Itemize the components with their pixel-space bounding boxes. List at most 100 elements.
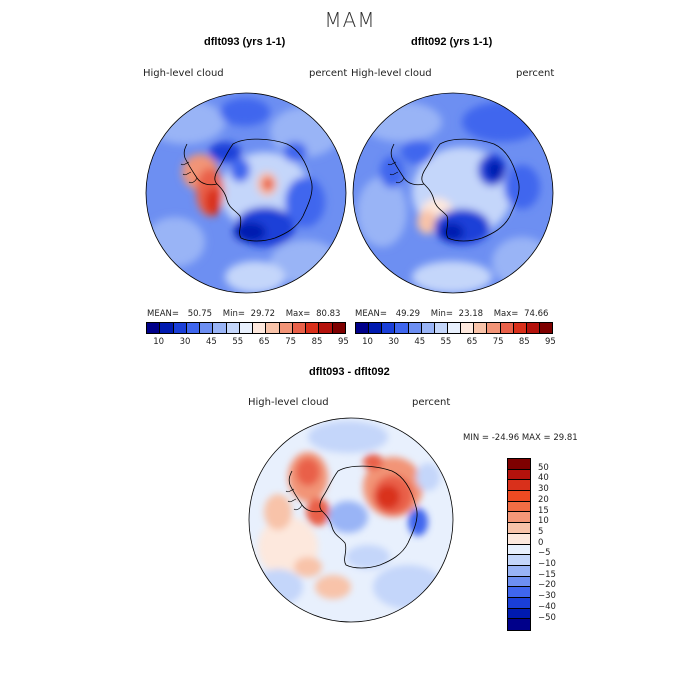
colorbar-swatch (306, 323, 320, 333)
colorbar-swatch (279, 323, 293, 333)
colorbar-swatch (461, 323, 475, 333)
colorbar-tick-label: 30 (538, 484, 549, 495)
panel2-title: dflt092 (yrs 1-1) (411, 36, 493, 48)
colorbar-tick-label: −15 (538, 569, 556, 580)
colorbar-swatch (332, 323, 345, 333)
diff-title: dflt093 - dflt092 (309, 366, 390, 378)
panel2-units-label: percent (516, 68, 555, 79)
diff-polar-map (248, 417, 454, 623)
colorbar-swatch (186, 323, 201, 333)
colorbar-swatch (500, 323, 514, 333)
colorbar-swatch (508, 523, 530, 534)
colorbar-swatch (508, 533, 530, 545)
panel2-min-value: 23.18 (458, 309, 484, 319)
colorbar-tick-label: 55 (440, 337, 452, 347)
colorbar-swatch (474, 323, 488, 333)
colorbar-swatch (508, 619, 530, 630)
colorbar-tick-label: 10 (153, 337, 165, 347)
panel2-mean-value: 49.29 (395, 309, 421, 319)
diff-minmax: MIN = -24.96 MAX = 29.81 (463, 433, 578, 443)
panel1-field-label: High-level cloud (143, 68, 224, 79)
colorbar-swatch (239, 323, 254, 333)
colorbar-tick-label: 85 (518, 337, 530, 347)
diff-colorbar-ticks: 50 40 30 20 15 10 5 0 −5 −10 −15 −20 −30 −40 −50 (538, 458, 578, 630)
colorbar-tick-label: 45 (206, 337, 217, 347)
colorbar-swatch (508, 597, 530, 609)
colorbar-tick-label: 65 (466, 337, 478, 347)
panel2-max-value: 74.66 (524, 309, 549, 319)
colorbar-swatch (369, 323, 383, 333)
colorbar-swatch (160, 323, 174, 333)
colorbar-swatch (253, 323, 267, 333)
panel2-min-label: Min= (430, 309, 453, 319)
colorbar-swatch (508, 480, 530, 492)
panel2-mean-label: MEAN= (355, 309, 387, 319)
colorbar-tick-label: −40 (538, 601, 556, 612)
colorbar-tick-label: 40 (538, 473, 549, 484)
colorbar-swatch (508, 587, 530, 598)
colorbar-tick-label: 50 (538, 462, 549, 473)
colorbar-swatch (508, 491, 530, 502)
colorbar-swatch (213, 323, 227, 333)
colorbar-tick-label: 10 (538, 516, 549, 527)
colorbar-tick-label: 95 (338, 337, 349, 347)
colorbar-swatch (508, 501, 530, 513)
panel1-polar-map (145, 92, 347, 294)
colorbar-swatch (508, 608, 530, 620)
panel1-mean-value: 50.75 (187, 309, 213, 319)
colorbar-swatch (421, 323, 435, 333)
colorbar-swatch (539, 323, 553, 333)
panel2-stats: MEAN= 49.29 Min= 23.18 Max= 74.66 (355, 309, 548, 319)
colorbar-tick-label: 65 (258, 337, 270, 347)
colorbar-swatch (508, 576, 530, 588)
panel1-units-label: percent (309, 68, 348, 79)
colorbar-swatch (395, 323, 409, 333)
colorbar-tick-label: 30 (388, 337, 400, 347)
colorbar-tick-label: −50 (538, 612, 556, 623)
colorbar-tick-label: 20 (538, 494, 549, 505)
colorbar-swatch (447, 323, 462, 333)
panel1-mean-label: MEAN= (147, 309, 179, 319)
figure-title: MAM (324, 8, 376, 32)
colorbar-swatch (408, 323, 422, 333)
colorbar-tick-label: −10 (538, 559, 556, 569)
panel2-max-label: Max= (493, 309, 519, 319)
colorbar-tick-label: 55 (232, 337, 244, 347)
colorbar-tick-label: 10 (362, 337, 373, 347)
colorbar-tick-label: 75 (285, 337, 297, 347)
colorbar-tick-label: 85 (311, 337, 323, 347)
colorbar-swatch (173, 323, 187, 333)
colorbar-swatch (513, 323, 527, 333)
diff-units-label: percent (412, 397, 451, 408)
diff-field-label: High-level cloud (248, 397, 329, 408)
colorbar-tick-label: 95 (545, 337, 556, 347)
colorbar-swatch (508, 565, 530, 577)
panel1-max-value: 80.83 (316, 309, 341, 319)
diff-colorbar (507, 458, 531, 631)
colorbar-swatch (508, 459, 530, 470)
colorbar-tick-label: 45 (414, 337, 426, 347)
colorbar-swatch (226, 323, 240, 333)
colorbar-tick-label: 75 (492, 337, 504, 347)
panel2-field-label: High-level cloud (351, 68, 432, 79)
colorbar-tick-label: 0 (538, 537, 544, 548)
colorbar-tick-label: −5 (538, 548, 551, 559)
colorbar-tick-label: −30 (538, 591, 556, 602)
panel1-min-value: 29.72 (250, 309, 276, 319)
panel1-colorbar (146, 322, 346, 334)
colorbar-swatch (434, 323, 448, 333)
colorbar-swatch (266, 323, 280, 333)
panel1-stats: MEAN= 50.75 Min= 29.72 Max= 80.83 (147, 309, 340, 319)
colorbar-swatch (382, 323, 396, 333)
colorbar-swatch (508, 555, 530, 566)
colorbar-tick-label: 15 (538, 505, 549, 516)
panel2-polar-map (352, 92, 554, 294)
colorbar-tick-label: 30 (179, 337, 191, 347)
colorbar-swatch (508, 512, 530, 524)
panel1-max-label: Max= (285, 309, 311, 319)
colorbar-tick-label: 5 (538, 526, 544, 537)
colorbar-swatch (292, 323, 307, 333)
colorbar-swatch (526, 323, 540, 333)
panel2-colorbar (355, 322, 553, 334)
colorbar-swatch (508, 544, 530, 556)
